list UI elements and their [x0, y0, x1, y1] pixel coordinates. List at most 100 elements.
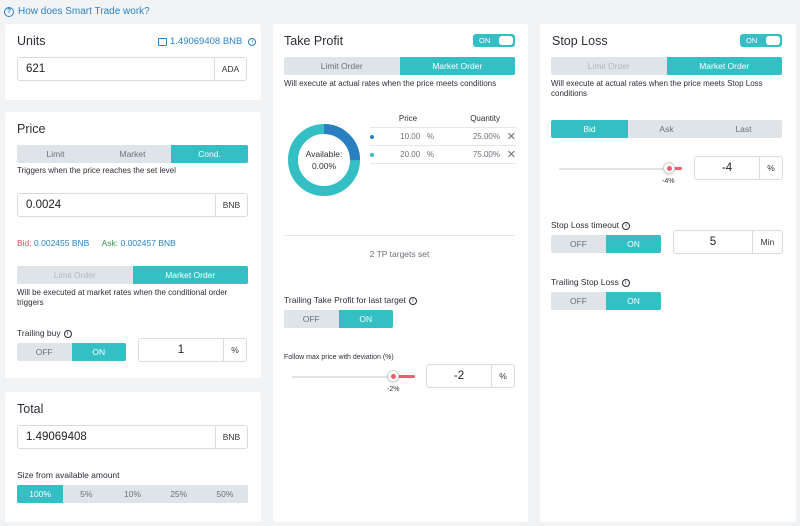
bid-label: Bid:	[17, 238, 32, 248]
tp-deviation-slider-track[interactable]	[292, 376, 396, 378]
sl-timeout-text: Stop Loss timeout	[551, 220, 620, 230]
tp-section-divider	[284, 235, 515, 236]
close-icon[interactable]: ✕	[506, 148, 516, 161]
sl-timeout-on[interactable]: ON	[606, 235, 661, 253]
row-price[interactable]: 10.00	[400, 131, 421, 141]
question-icon: ?	[4, 6, 14, 17]
price-title: Price	[17, 122, 46, 136]
stop-loss-toggle[interactable]: ON	[740, 34, 782, 47]
units-balance-value: 1.49069408 BNB	[170, 36, 243, 47]
wallet-icon	[158, 37, 167, 46]
price-card: Price Limit Market Cond. Triggers when t…	[5, 112, 261, 378]
sl-hint: Will execute at actual rates when the pr…	[551, 79, 763, 98]
trailing-buy-text: Trailing buy	[17, 328, 61, 338]
tp-donut-chart	[288, 124, 360, 196]
sl-trailing-text: Trailing Stop Loss	[551, 277, 619, 287]
units-input-value[interactable]: 621	[26, 63, 46, 75]
table-row: 10.00 % 25.00% ✕	[370, 127, 516, 145]
tp-slider-label: -2%	[387, 386, 400, 393]
total-input[interactable]: 1.49069408 BNB	[17, 425, 248, 449]
tp-table-divider	[370, 163, 516, 164]
trailing-buy-input[interactable]: 1 %	[138, 338, 247, 362]
size-100[interactable]: 100%	[17, 485, 64, 503]
row-color-dot	[370, 134, 374, 139]
sl-timeout-off[interactable]: OFF	[570, 239, 587, 249]
stop-loss-toggle-label: ON	[746, 36, 758, 45]
trailing-buy-on[interactable]: ON	[71, 343, 126, 361]
tab-limit[interactable]: Limit	[46, 149, 65, 159]
sl-tab-last[interactable]: Last	[735, 124, 752, 134]
row-price-unit: %	[426, 149, 434, 159]
tab-market-order[interactable]: Market Order	[132, 266, 248, 284]
price-order-hint: Will be executed at market rates when th…	[17, 288, 228, 307]
close-icon[interactable]: ✕	[506, 130, 516, 143]
tp-tab-limit-order[interactable]: Limit Order	[320, 61, 363, 71]
size-5[interactable]: 5%	[80, 489, 93, 499]
total-title: Total	[17, 402, 44, 416]
units-card: Units 1.49069408 BNB i 621 ADA	[5, 24, 261, 100]
sl-tab-limit-order[interactable]: Limit Order	[587, 61, 630, 71]
tab-market[interactable]: Market	[119, 149, 146, 159]
price-type-tabs: Limit Market Cond.	[17, 145, 248, 163]
sl-trailing-on[interactable]: ON	[606, 292, 661, 310]
row-quantity[interactable]: 75.00%	[472, 149, 500, 159]
stop-loss-card: Stop Loss ON Limit Order Market Order Wi…	[540, 24, 796, 522]
tp-targets-count: 2 TP targets set	[369, 249, 430, 259]
sl-tab-market-order[interactable]: Market Order	[666, 57, 782, 75]
tp-deviation-slider-handle[interactable]	[387, 370, 399, 382]
help-link[interactable]: ? How does Smart Trade work?	[4, 6, 150, 17]
tp-deviation-input[interactable]: -2 %	[426, 364, 515, 388]
sl-timeout-value[interactable]: 5	[709, 236, 717, 248]
trailing-buy-value[interactable]: 1	[177, 344, 185, 356]
table-row: 20.00 % 75.00% ✕	[370, 145, 516, 163]
ask-value[interactable]: 0.002457 BNB	[120, 238, 176, 248]
sl-order-tabs: Limit Order Market Order	[551, 57, 782, 75]
sl-slider-handle[interactable]	[663, 162, 675, 174]
info-icon: i	[622, 222, 631, 230]
size-10[interactable]: 10%	[124, 489, 142, 499]
trailing-buy-toggle: OFF ON	[17, 343, 126, 361]
tp-deviation-value[interactable]: -2	[453, 370, 465, 382]
sl-tab-ask[interactable]: Ask	[659, 124, 674, 134]
tp-trailing-on[interactable]: ON	[338, 310, 393, 328]
sl-trailing-toggle: OFF ON	[551, 292, 661, 310]
sl-timeout-toggle: OFF ON	[551, 235, 661, 253]
tp-header-quantity: Quantity	[470, 114, 500, 124]
tp-trailing-off[interactable]: OFF	[302, 314, 320, 324]
size-label: Size from available amount	[17, 470, 120, 480]
units-input[interactable]: 621 ADA	[17, 57, 247, 81]
sl-value[interactable]: -4	[721, 162, 733, 174]
bid-ask-row: Bid: 0.002455 BNB Ask: 0.002457 BNB	[17, 238, 176, 248]
take-profit-card: Take Profit ON Limit Order Market Order …	[273, 24, 528, 522]
row-quantity[interactable]: 25.00%	[472, 131, 500, 141]
sl-tab-bid[interactable]: Bid	[551, 120, 628, 138]
sl-trailing-off[interactable]: OFF	[570, 296, 587, 306]
units-balance[interactable]: 1.49069408 BNB i	[158, 36, 257, 47]
price-order-tabs: Limit Order Market Order	[17, 266, 248, 284]
trailing-buy-label: Trailing buy i	[17, 328, 72, 338]
row-price[interactable]: 20.00	[400, 149, 421, 159]
donut-arc	[288, 124, 360, 196]
stop-loss-title: Stop Loss	[552, 34, 608, 48]
size-50[interactable]: 50%	[216, 489, 234, 499]
sl-value-input[interactable]: -4 %	[694, 156, 783, 180]
take-profit-toggle[interactable]: ON	[473, 34, 515, 47]
tp-trailing-label: Trailing Take Profit for last target i	[284, 295, 417, 305]
bid-value[interactable]: 0.002455 BNB	[34, 238, 90, 248]
price-input-value[interactable]: 0.0024	[26, 199, 62, 211]
size-25[interactable]: 25%	[170, 489, 188, 499]
tp-tab-market-order[interactable]: Market Order	[399, 57, 515, 75]
price-input[interactable]: 0.0024 BNB	[17, 193, 248, 217]
tab-limit-order[interactable]: Limit Order	[53, 270, 96, 280]
tp-deviation-slider-fill	[393, 375, 415, 378]
units-unit: ADA	[214, 58, 246, 80]
total-input-value[interactable]: 1.49069408	[26, 431, 87, 443]
sl-slider-track[interactable]	[559, 168, 667, 170]
sl-price-tabs: Bid Ask Last	[551, 120, 782, 138]
sl-timeout-input[interactable]: 5 Min	[673, 230, 783, 254]
info-icon: i	[63, 330, 72, 338]
total-card: Total 1.49069408 BNB Size from available…	[5, 392, 261, 522]
donut-center: Available: 0.00%	[287, 148, 361, 172]
tab-conditional[interactable]: Cond.	[171, 145, 248, 163]
trailing-buy-off[interactable]: OFF	[35, 347, 53, 357]
